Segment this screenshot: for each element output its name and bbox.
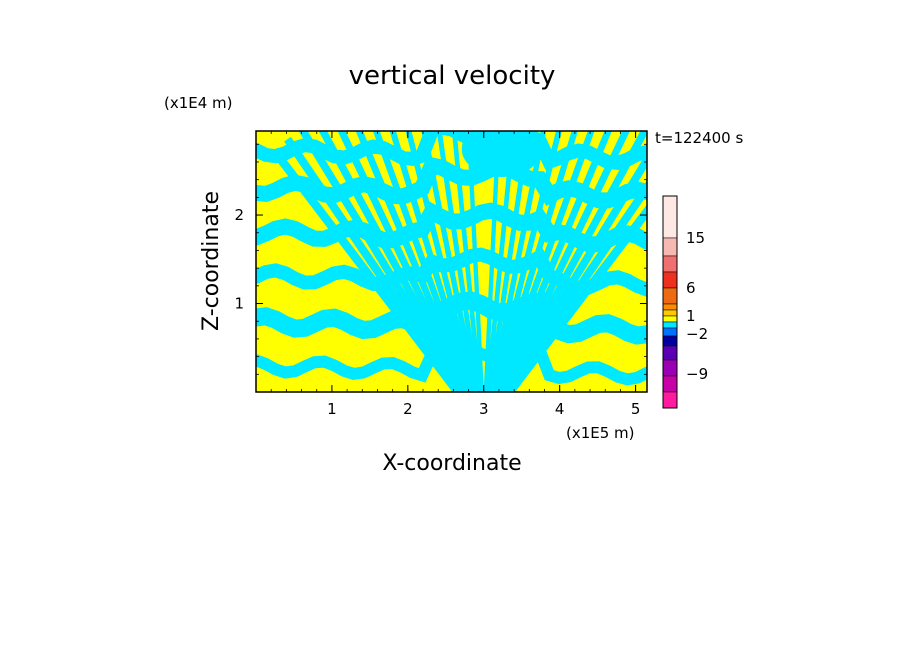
x-unit-label: (x1E5 m) xyxy=(566,424,635,442)
x-tick-label: 3 xyxy=(479,400,489,418)
colorbar-tick-label: −2 xyxy=(686,325,708,343)
wave-fan-stripe xyxy=(372,131,473,392)
wave-fan-stripe xyxy=(337,131,469,392)
velocity-field xyxy=(256,131,647,392)
colorbar-segment xyxy=(662,359,678,377)
wave-fan-stripe xyxy=(466,131,484,392)
chart-title: vertical velocity xyxy=(349,61,556,91)
wave-fan-stripe xyxy=(298,131,466,392)
wave-fan-stripe xyxy=(451,131,483,392)
colorbar-segment xyxy=(662,255,678,273)
wave-fan-stripe xyxy=(506,204,647,392)
colorbar-tick-label: 6 xyxy=(686,279,696,297)
wave-fan-stripe xyxy=(389,131,475,392)
wave-fan-stripe xyxy=(487,131,531,392)
wave-fan-stripe xyxy=(492,131,579,392)
colorbar-segment xyxy=(662,271,678,289)
wave-fan-stripe xyxy=(498,131,630,392)
y-unit-label: (x1E4 m) xyxy=(164,94,233,112)
colorbar-tick-label: 15 xyxy=(686,229,705,247)
x-tick-label: 5 xyxy=(631,400,641,418)
plot-frame xyxy=(255,130,648,393)
wave-fan-stripe xyxy=(483,131,501,392)
colorbar-tick-label: −9 xyxy=(686,365,708,383)
colorbar-segment xyxy=(662,335,678,347)
wave-fan-stripe xyxy=(489,131,547,392)
wave-fan-stripe xyxy=(500,131,647,392)
colorbar-frame xyxy=(662,195,678,409)
wave-fan-stripe xyxy=(421,131,479,392)
wave-fan-stripe xyxy=(355,131,471,392)
y-tick-label: 2 xyxy=(234,206,244,224)
colorbar-segment xyxy=(662,375,678,393)
colorbar-segment xyxy=(662,327,678,337)
colorbar-segment xyxy=(662,195,678,239)
y-tick-label: 1 xyxy=(234,295,244,313)
wave-fan-stripe xyxy=(496,131,612,392)
colorbar-segment xyxy=(662,315,678,323)
colorbar-segment xyxy=(662,237,678,257)
wave-fan-stripe xyxy=(318,131,468,392)
colorbar-segment xyxy=(662,303,678,311)
wave-fan-stripe xyxy=(284,136,464,392)
wave-fan-stripe xyxy=(490,131,562,392)
colorbar-segment xyxy=(662,309,678,317)
wave-fan-stripe xyxy=(502,152,647,392)
wave-cap xyxy=(461,131,542,177)
y-axis-title: Z-coordinate xyxy=(199,191,224,331)
wave-fan-stripe xyxy=(436,131,481,392)
colorbar-segment xyxy=(662,321,678,329)
wave-fan-stripe xyxy=(405,131,477,392)
time-label: t=122400 s xyxy=(655,129,743,147)
x-axis-title: X-coordinate xyxy=(382,451,521,476)
x-tick-label: 1 xyxy=(327,400,337,418)
colorbar-segment xyxy=(662,391,678,409)
colorbar-segment xyxy=(662,287,678,305)
wave-fan-stripe xyxy=(485,131,516,392)
colorbar: 15 6 1−2 −9 xyxy=(662,195,708,409)
x-tick-label: 2 xyxy=(403,400,413,418)
x-tick-label: 4 xyxy=(555,400,565,418)
colorbar-tick-label: 1 xyxy=(686,307,696,325)
wave-fan-stripe xyxy=(270,147,462,392)
colorbar-segment xyxy=(662,345,678,361)
wave-fan-stripe xyxy=(494,131,595,392)
